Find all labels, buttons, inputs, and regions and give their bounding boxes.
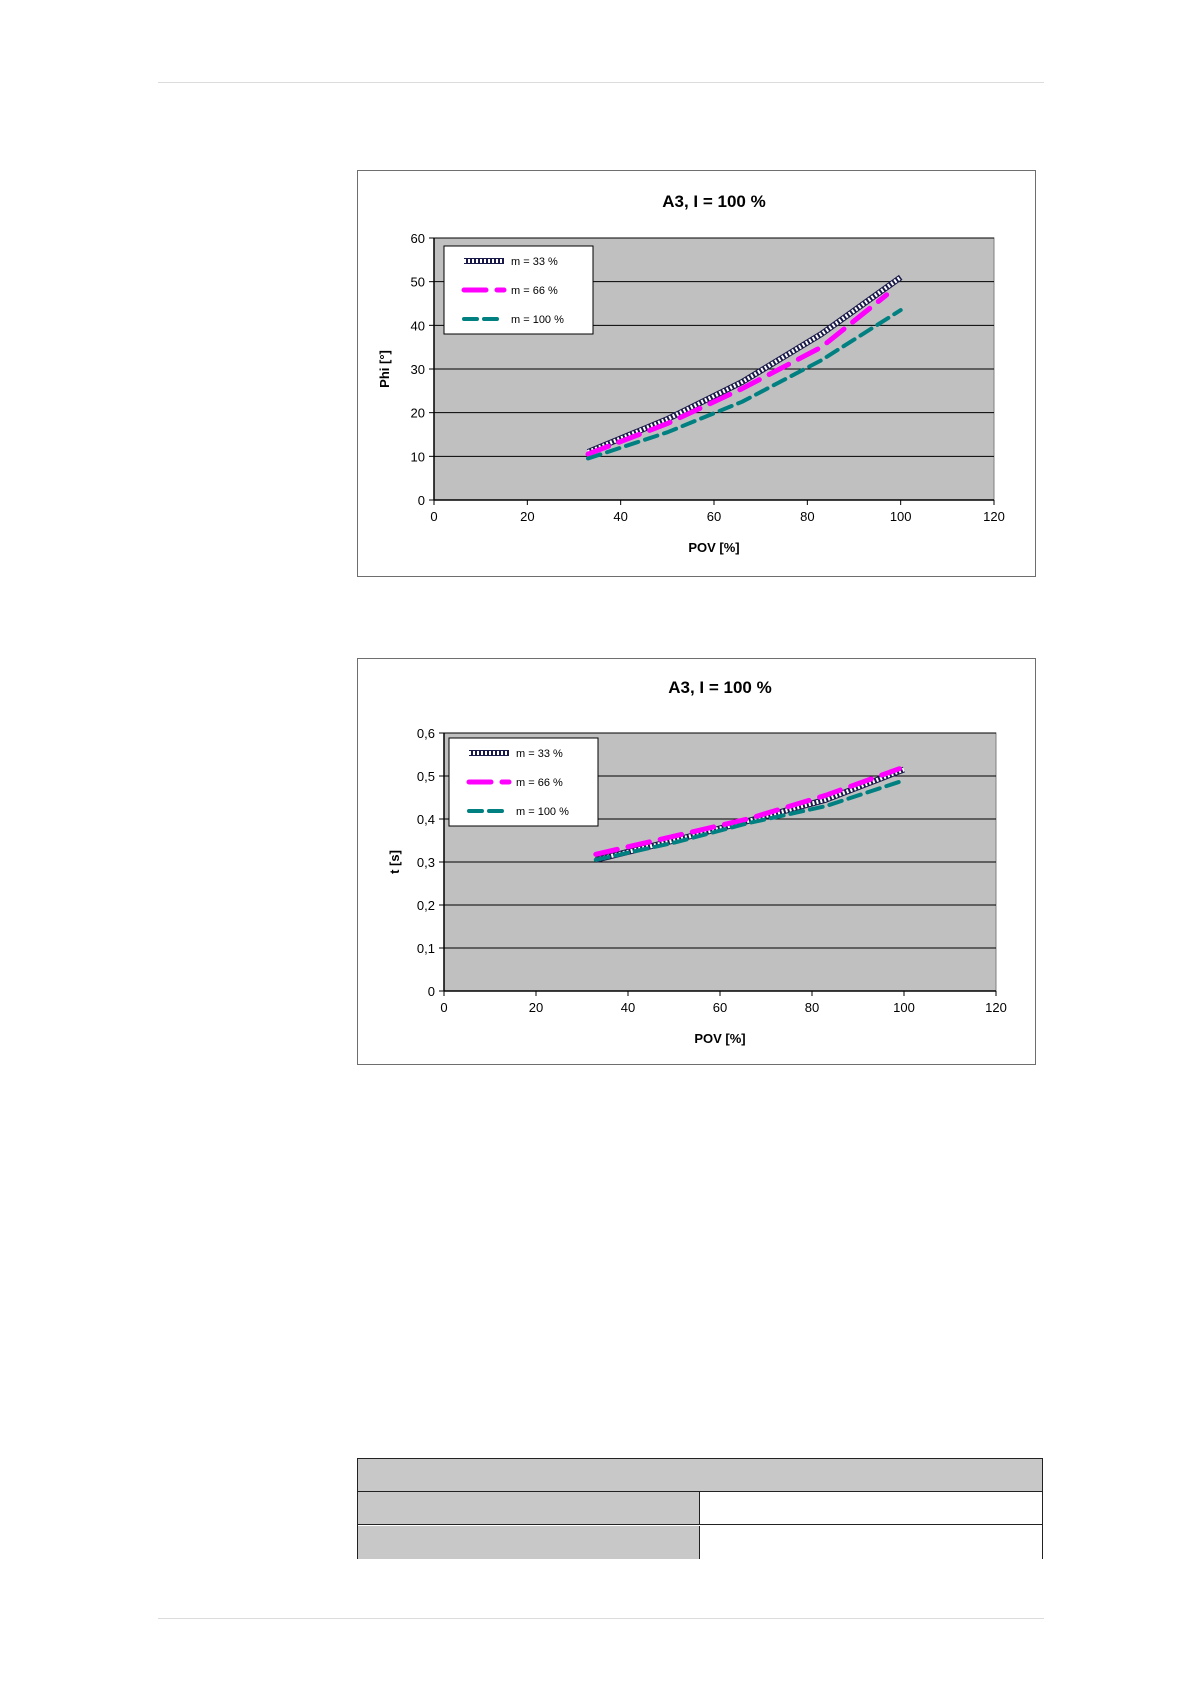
x-tick-label: 40	[621, 1000, 635, 1015]
x-tick-label: 80	[805, 1000, 819, 1015]
legend-label: m = 100 %	[511, 314, 564, 326]
x-axis-label: POV [%]	[688, 540, 739, 555]
info-table-value-cell	[700, 1526, 1042, 1559]
series-line-1	[587, 275, 902, 454]
legend-label: m = 66 %	[511, 285, 558, 297]
info-table-label-cell	[358, 1492, 700, 1524]
series-line-3	[593, 778, 906, 862]
chart-title: A3, I = 100 %	[668, 678, 771, 697]
y-tick-label: 0	[418, 493, 425, 508]
time-chart: A3, I = 100 % 0 0,1 0,2 0,3 0,4 0,5 0,6 0 20 40 60 8…	[387, 678, 1007, 1046]
y-tick-label: 0	[428, 984, 435, 999]
phi-chart-frame: A3, I = 100 % 0 10 20 30 40 50 60 0 20 40 60 80 100 12…	[357, 170, 1036, 577]
legend-label: m = 100 %	[516, 806, 569, 818]
x-tick-label: 60	[713, 1000, 727, 1015]
info-table-row	[358, 1492, 1042, 1525]
x-tick-label: 40	[613, 509, 627, 524]
legend-label: m = 33 %	[516, 748, 563, 760]
y-tick-label: 10	[411, 449, 425, 464]
x-tick-label: 80	[800, 509, 814, 524]
x-tick-label: 20	[520, 509, 534, 524]
y-tick-label: 50	[411, 275, 425, 290]
y-tick-label: 40	[411, 318, 425, 333]
series-line-2	[585, 292, 890, 457]
x-tick-label: 60	[707, 509, 721, 524]
footer-rule	[158, 1618, 1044, 1619]
info-table-header-row	[358, 1459, 1042, 1492]
y-tick-label: 0,5	[417, 769, 435, 784]
y-tick-label: 0,2	[417, 898, 435, 913]
info-table	[357, 1458, 1043, 1559]
time-chart-frame: A3, I = 100 % 0 0,1 0,2 0,3 0,4 0,5 0,6 0 20 40 60 8…	[357, 658, 1036, 1065]
series-line-3	[586, 308, 903, 461]
info-table-value-cell	[700, 1492, 1042, 1524]
info-table-row	[358, 1526, 1042, 1559]
info-table-label-cell	[358, 1526, 700, 1559]
chart-title: A3, I = 100 %	[662, 192, 765, 211]
y-axis-label: t [s]	[387, 850, 402, 874]
x-axis-label: POV [%]	[694, 1031, 745, 1046]
x-tick-label: 120	[983, 509, 1005, 524]
header-rule	[158, 82, 1044, 83]
y-tick-label: 0,4	[417, 812, 435, 827]
x-tick-label: 100	[893, 1000, 915, 1015]
x-tick-label: 20	[529, 1000, 543, 1015]
x-tick-label: 120	[985, 1000, 1007, 1015]
phi-chart: A3, I = 100 % 0 10 20 30 40 50 60 0 20 40 60 80 100 12…	[377, 192, 1005, 555]
y-tick-label: 60	[411, 231, 425, 246]
x-tick-label: 0	[440, 1000, 447, 1015]
legend-label: m = 33 %	[511, 256, 558, 268]
legend-label: m = 66 %	[516, 777, 563, 789]
series-line-2	[593, 766, 902, 857]
x-tick-label: 100	[890, 509, 912, 524]
y-axis-label: Phi [°]	[377, 350, 392, 388]
y-tick-label: 0,6	[417, 726, 435, 741]
y-tick-label: 0,1	[417, 941, 435, 956]
y-tick-label: 0,3	[417, 855, 435, 870]
y-tick-label: 20	[411, 406, 425, 421]
y-tick-label: 30	[411, 362, 425, 377]
x-tick-label: 0	[430, 509, 437, 524]
